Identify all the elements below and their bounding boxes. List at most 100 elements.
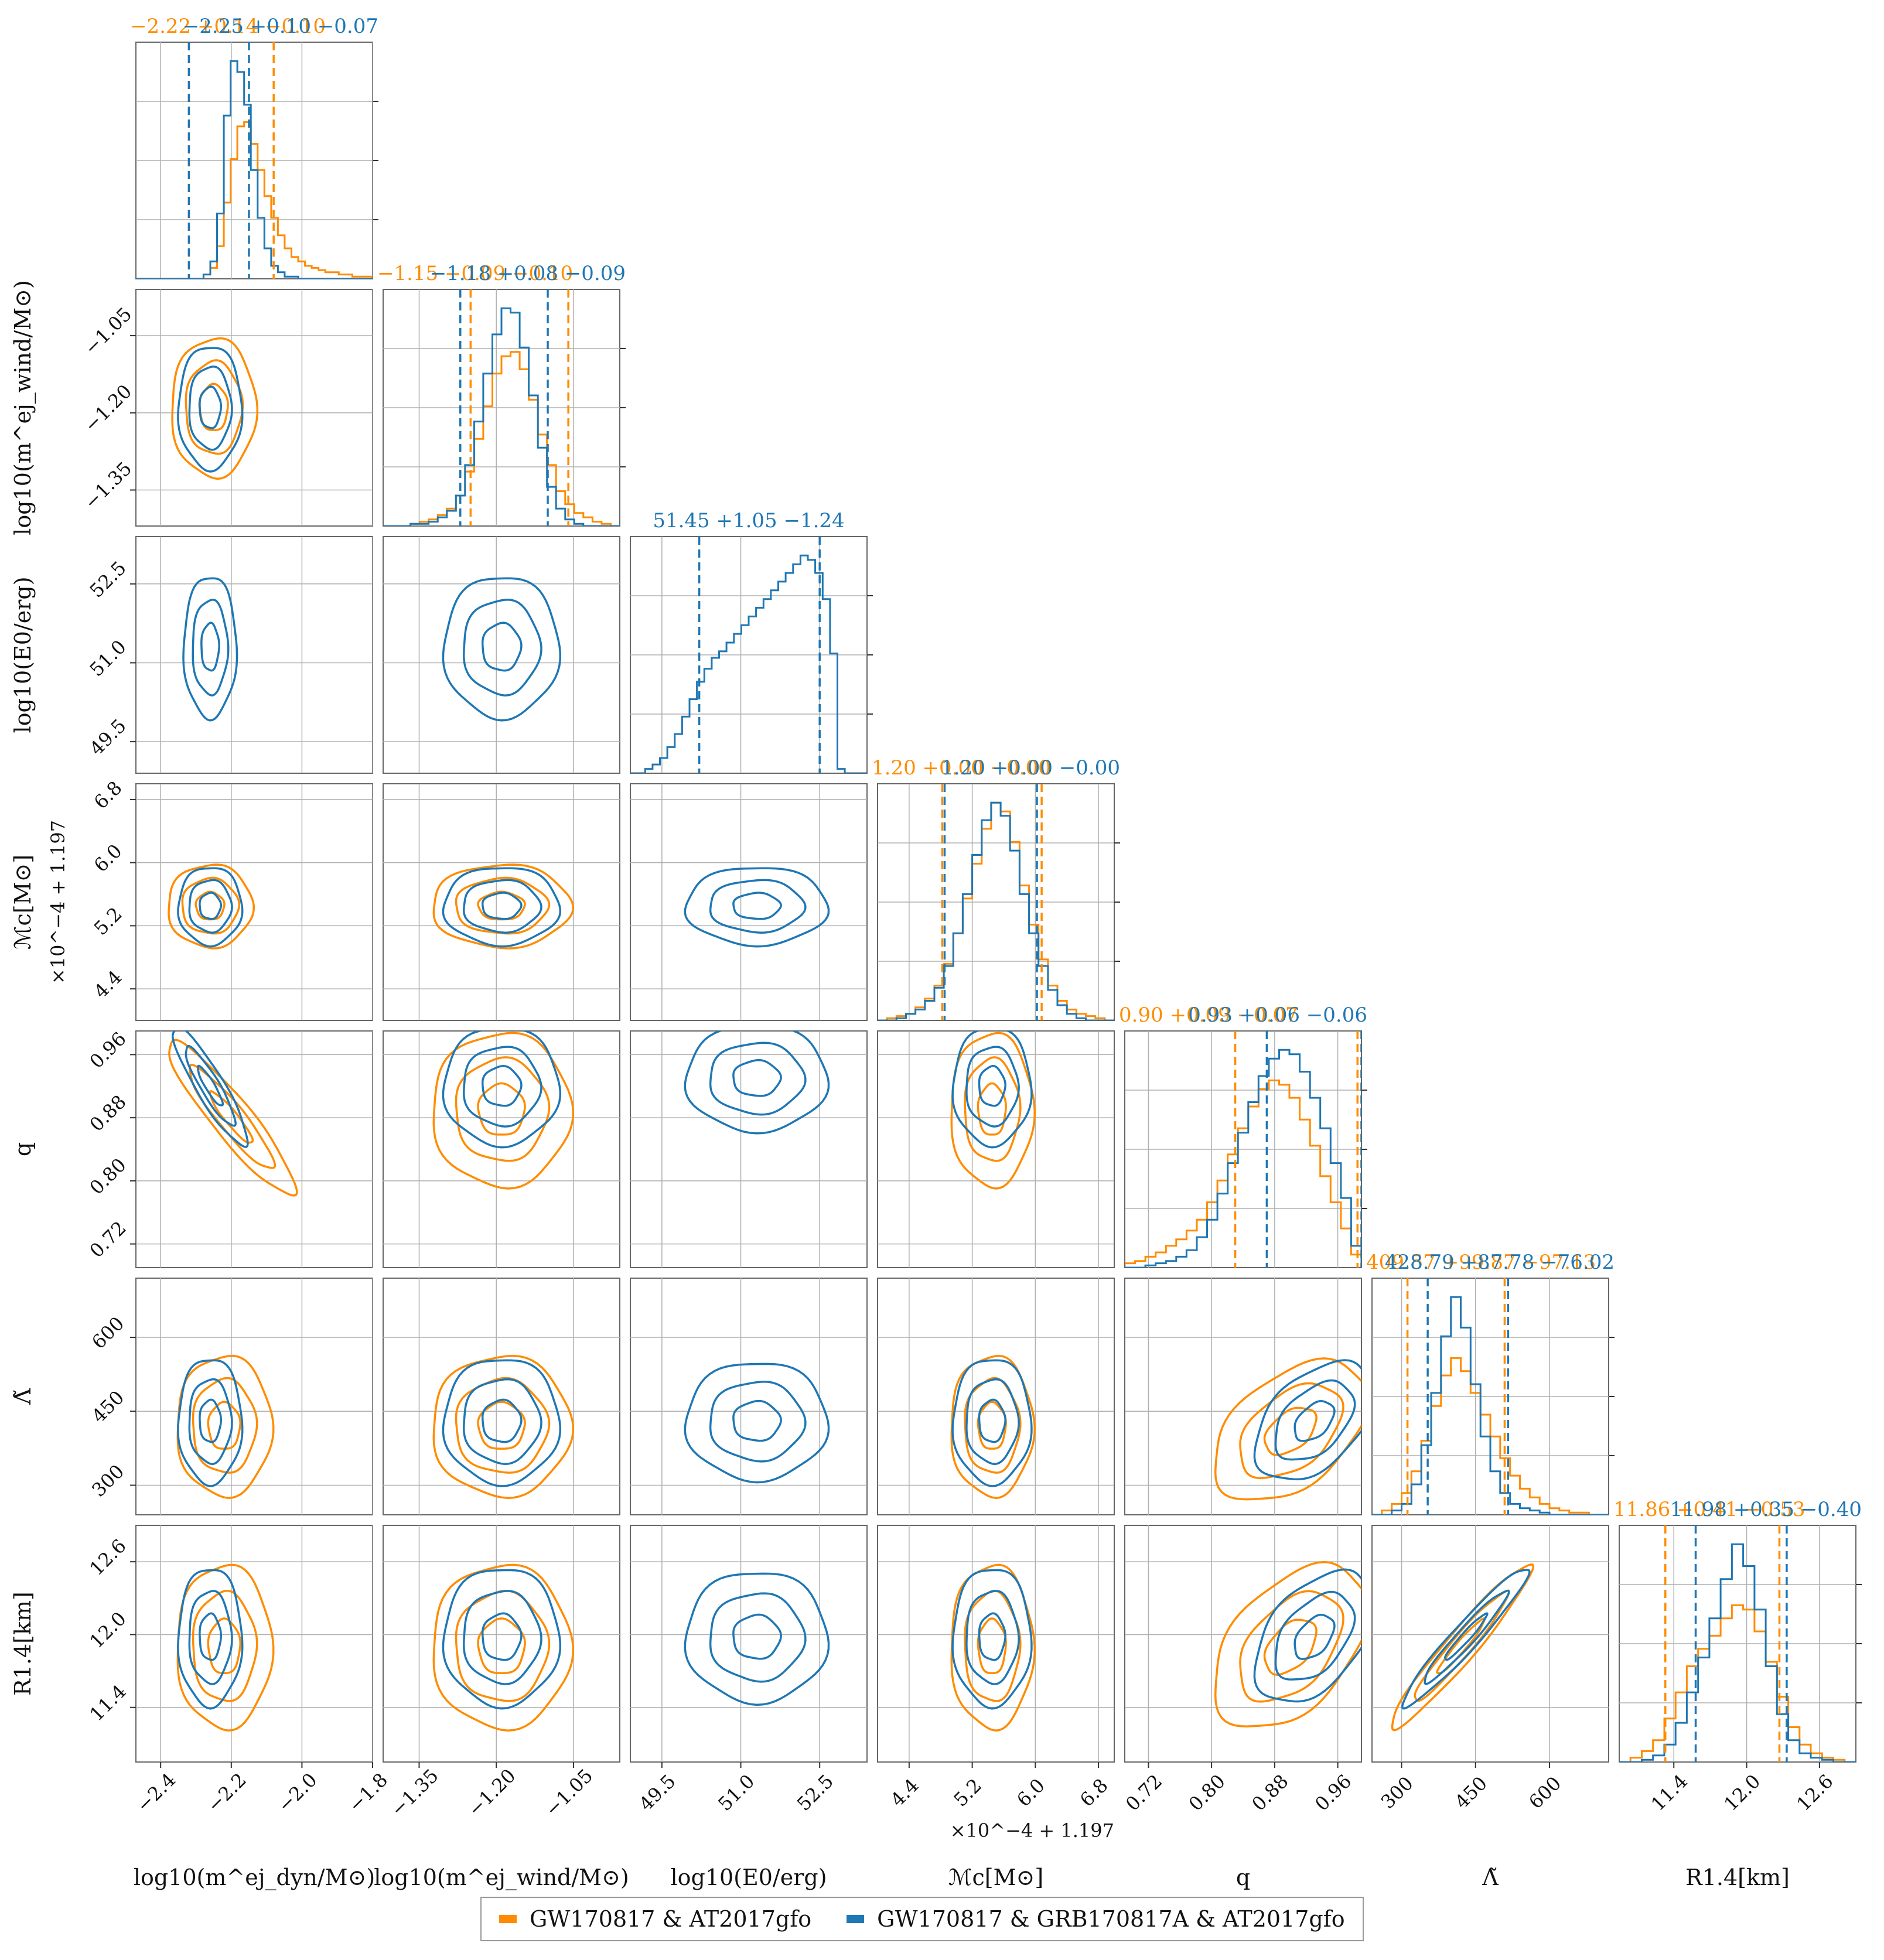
contour-mwind-q-series-1	[462, 1046, 542, 1128]
x-offset-label: ×10^−4 + 1.197	[950, 1819, 1114, 1842]
panel-frame	[877, 1030, 1115, 1268]
histogram-Lambda-series-1	[1372, 1296, 1609, 1515]
contour-q-R14-series-0	[1239, 1590, 1344, 1703]
y-tick-label: 600	[87, 1312, 128, 1353]
panel-content	[136, 1525, 373, 1762]
y-axis-label: ℳc[M⊙]	[10, 855, 36, 950]
contour-mwind-q-series-0	[432, 1032, 575, 1190]
param-title: −1.18 +0.08 −0.09	[430, 262, 626, 285]
histogram-mwind-series-1	[383, 307, 620, 526]
panel-mwind-R14: −1.35 −1.20 −1.05 log10(m^ej_wind/M⊙)	[374, 1525, 629, 1891]
contour-Mc-R14-series-0	[964, 1589, 1022, 1702]
contour-mwind-q-series-1	[442, 1031, 562, 1149]
panel-frame	[877, 1525, 1115, 1763]
contour-mdyn-R14-series-0	[207, 1617, 241, 1674]
y-tick-label: 0.80	[86, 1153, 131, 1198]
panel-q-R14: 0.72 0.80 0.88 0.96 q	[1121, 1525, 1362, 1890]
contour-Mc-q-series-0	[964, 1056, 1022, 1162]
contour-E0-R14-series-1	[684, 1572, 830, 1706]
contour-E0-q-series-1	[684, 1031, 830, 1135]
y-axis-label: log10(E0/erg)	[10, 576, 36, 733]
contour-mwind-q-series-0	[477, 1082, 526, 1136]
contour-Lambda-R14-series-1	[1444, 1612, 1489, 1661]
legend-swatch-orange	[499, 1915, 517, 1923]
histogram-Mc-series-1	[878, 801, 1114, 1020]
panel-frame	[383, 536, 620, 774]
panel-Mc-Lambda	[877, 1278, 1115, 1515]
contour-mwind-Lambda-series-0	[477, 1401, 526, 1450]
x-tick-label: −2.4	[132, 1768, 180, 1816]
contour-mdyn-R14-series-1	[177, 1569, 244, 1710]
x-tick-label: 0.80	[1185, 1770, 1230, 1815]
panel-content	[1619, 1525, 1856, 1762]
panel-Mc-q	[877, 1030, 1115, 1268]
panel-frame	[135, 536, 373, 774]
contour-Mc-R14-series-1	[951, 1569, 1033, 1710]
panel-q-Lambda	[1124, 1278, 1362, 1515]
histogram-E0-series-1	[630, 554, 867, 773]
contour-mdyn-q-series-0	[189, 1063, 277, 1169]
panel-frame	[630, 1525, 868, 1763]
y-axis-label: R1.4[km]	[10, 1592, 36, 1696]
contour-E0-Mc-series-1	[709, 879, 807, 934]
contour-Mc-R14-series-1	[965, 1590, 1020, 1685]
histogram-mwind-series-0	[383, 351, 620, 526]
panel-content	[383, 289, 620, 526]
contour-q-R14-series-1	[1274, 1590, 1356, 1681]
panel-content	[383, 537, 620, 773]
contour-mwind-Mc-series-1	[442, 867, 562, 948]
panel-frame	[1124, 1525, 1362, 1763]
panel-frame	[877, 1278, 1115, 1515]
panel-content	[136, 537, 373, 773]
param-title: −2.25 +0.10 −0.07	[183, 15, 378, 38]
contour-mdyn-q-series-1	[172, 1031, 249, 1148]
x-axis-label: Λ̃	[1482, 1865, 1499, 1890]
contour-E0-R14-series-1	[732, 1613, 782, 1660]
contour-Mc-q-series-0	[950, 1032, 1036, 1190]
y-axis-label: q	[10, 1142, 36, 1156]
param-title: 51.45 +1.05 −1.24	[653, 509, 844, 532]
panel-mwind-Mc	[383, 783, 620, 1021]
param-title: 1.20 +0.00 −0.00	[872, 756, 1051, 780]
panel-content	[383, 1278, 620, 1515]
contour-Mc-Lambda-series-1	[978, 1398, 1006, 1443]
x-axis-label: ℳc[M⊙]	[948, 1865, 1043, 1890]
contour-q-R14-series-1	[1253, 1568, 1361, 1703]
panel-E0-R14: 49.5 51.0 52.5 log10(E0/erg)	[630, 1525, 868, 1890]
panel-q: 0.90 +0.09 −0.070.93 +0.06 −0.06	[1119, 1003, 1367, 1268]
histogram-mdyn-series-1	[136, 60, 373, 279]
panel-content	[383, 784, 620, 1020]
y-tick-label: 12.0	[86, 1607, 131, 1652]
contour-E0-R14-series-1	[709, 1592, 807, 1683]
x-tick-label: −1.35	[387, 1764, 443, 1821]
y-tick-label: 6.0	[90, 839, 127, 876]
contour-E0-Mc-series-1	[732, 892, 782, 920]
contour-mdyn-Lambda-series-1	[177, 1359, 244, 1487]
panel-content	[630, 784, 867, 1020]
y-tick-label: −1.05	[80, 303, 136, 359]
panel-E0: 51.45 +1.05 −1.24	[630, 509, 873, 774]
panel-mdyn-Lambda: 300 450 600 Λ̃	[10, 1278, 373, 1515]
contour-mwind-Lambda-series-0	[432, 1354, 575, 1499]
histogram-mdyn-series-0	[136, 121, 373, 279]
contour-mdyn-Lambda-series-1	[188, 1378, 233, 1466]
x-tick-label: 5.2	[949, 1774, 986, 1811]
contour-mwind-Mc-series-0	[455, 876, 551, 935]
param-title: 1.20 +0.00 −0.00	[941, 756, 1120, 780]
contour-mwind-q-series-1	[481, 1064, 523, 1107]
contour-E0-Lambda-series-1	[709, 1381, 807, 1463]
panel-frame	[135, 1030, 373, 1268]
y-tick-label: −1.20	[80, 380, 136, 436]
contour-mwind-R14-series-1	[442, 1569, 562, 1710]
contour-Lambda-R14-series-0	[1436, 1617, 1486, 1675]
y-tick-label: −1.35	[80, 457, 136, 514]
panel-mdyn-E0: 49.5 51.0 52.5 log10(E0/erg)	[10, 536, 373, 774]
x-tick-label: 450	[1450, 1772, 1492, 1813]
panel-content	[878, 1031, 1114, 1268]
contour-E0-q-series-1	[709, 1042, 807, 1116]
x-tick-label: 600	[1524, 1772, 1565, 1813]
x-axis-label: R1.4[km]	[1685, 1865, 1790, 1890]
x-axis-label: q	[1236, 1865, 1250, 1890]
contour-mdyn-q-series-1	[185, 1044, 237, 1127]
